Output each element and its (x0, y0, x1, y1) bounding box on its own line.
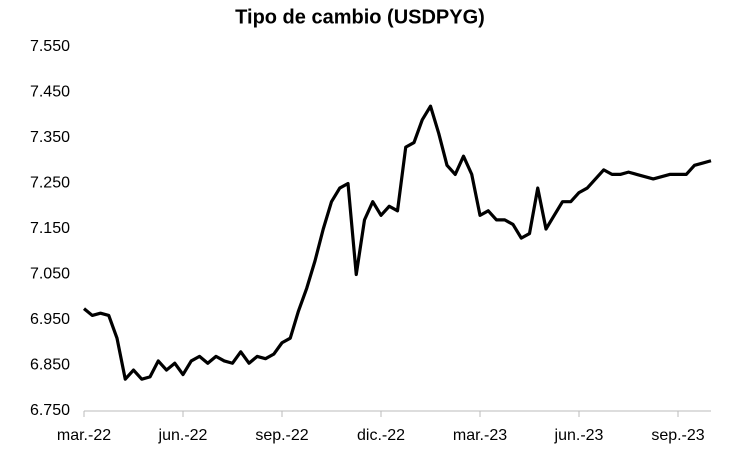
y-tick-label: 6.850 (30, 357, 70, 374)
y-tick-label: 7.050 (30, 266, 70, 283)
x-tick-label: dic.-22 (357, 427, 405, 444)
y-tick-label: 6.950 (30, 311, 70, 328)
x-tick-label: jun.-23 (554, 427, 604, 444)
x-tick-label: sep.-23 (651, 427, 704, 444)
y-tick-label: 7.450 (30, 84, 70, 101)
y-tick-label: 7.350 (30, 129, 70, 146)
chart-title: Tipo de cambio (USDPYG) (235, 6, 485, 28)
y-tick-label: 6.750 (30, 402, 70, 419)
y-tick-label: 7.150 (30, 220, 70, 237)
x-tick-label: jun.-22 (158, 427, 208, 444)
x-tick-label: mar.-22 (57, 427, 111, 444)
x-tick-label: mar.-23 (453, 427, 507, 444)
y-tick-label: 7.250 (30, 175, 70, 192)
x-tick-label: sep.-22 (255, 427, 308, 444)
series-line (82, 104, 712, 381)
y-tick-label: 7.550 (30, 38, 70, 55)
